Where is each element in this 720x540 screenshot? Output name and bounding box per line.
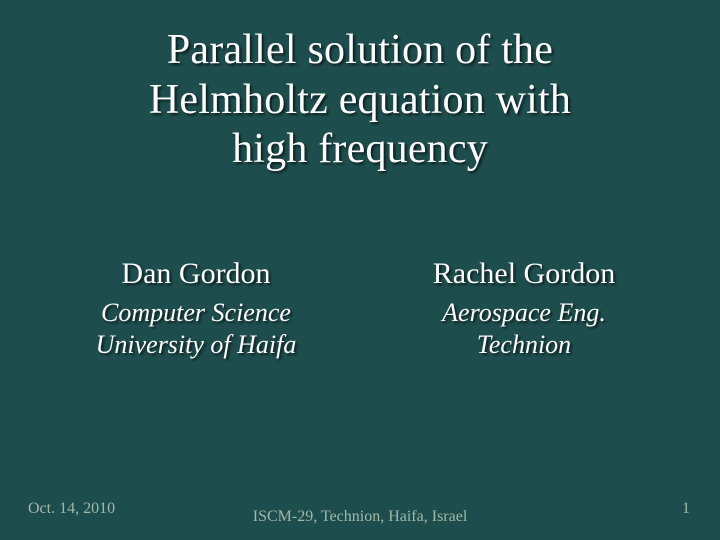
slide-title: Parallel solution of the Helmholtz equat… <box>0 0 720 175</box>
authors-row: Dan Gordon Computer Science University o… <box>0 257 720 362</box>
author-name: Dan Gordon <box>56 257 336 291</box>
title-line-1: Parallel solution of the <box>167 27 553 73</box>
affil-line-1: Aerospace Eng. <box>442 298 606 327</box>
slide: Parallel solution of the Helmholtz equat… <box>0 0 720 540</box>
author-name: Rachel Gordon <box>384 257 664 291</box>
footer-date: Oct. 14, 2010 <box>28 500 115 518</box>
author-block-right: Rachel Gordon Aerospace Eng. Technion <box>384 257 664 362</box>
footer-venue: ISCM-29, Technion, Haifa, Israel <box>253 508 468 526</box>
title-line-3: high frequency <box>232 126 488 172</box>
affil-line-1: Computer Science <box>101 298 291 327</box>
title-line-2: Helmholtz equation with <box>149 77 571 123</box>
footer-page-number: 1 <box>682 500 690 518</box>
author-block-left: Dan Gordon Computer Science University o… <box>56 257 336 362</box>
affil-line-2: University of Haifa <box>96 330 297 359</box>
author-affiliation: Computer Science University of Haifa <box>56 297 336 362</box>
author-affiliation: Aerospace Eng. Technion <box>384 297 664 362</box>
affil-line-2: Technion <box>477 330 571 359</box>
